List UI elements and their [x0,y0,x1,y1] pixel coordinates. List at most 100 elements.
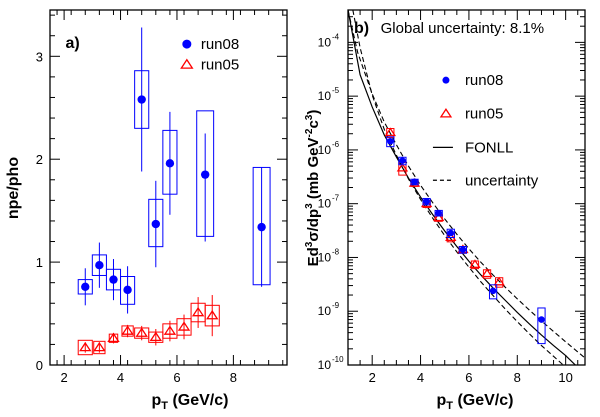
run05-point [481,268,493,279]
data-marker [137,95,146,104]
data-marker [432,212,445,222]
data-marker [445,232,457,241]
legend-marker-run08 [442,76,450,84]
y-tick-label: 2 [36,152,43,167]
legend-label-run05: run05 [201,57,239,74]
panel-a: 2 4 6 8 0 1 2 3 a) run08 run05 pT (GeV/c) npe/ph… [5,9,288,412]
run05-point [77,339,93,356]
panel-a-ticks: 2 4 6 8 0 1 2 3 [36,10,287,385]
y-tick-exponent: -4 [332,32,340,41]
systematic-box [446,228,455,239]
x-tick-label: 4 [417,370,424,385]
data-marker [95,260,104,270]
panel-a-x-axis-label: pT (GeV/c) [152,392,229,412]
y-tick-label: 10 [318,358,332,372]
x-label-sub: T [446,400,453,412]
x-tick-label: 10 [558,370,572,385]
x-tick-label: 8 [514,370,521,385]
y-tick-label: 3 [36,49,43,64]
data-marker [489,287,497,295]
data-marker [135,327,148,337]
systematic-box [398,156,407,166]
legend-marker-run08 [182,39,192,49]
data-marker [493,276,505,286]
y-tick-label: 10 [318,89,332,103]
y-tick-label: 10 [318,250,332,264]
y-tick-label: 10 [318,143,332,157]
run08-point [537,307,546,345]
data-marker [206,309,219,320]
run08-point [458,245,468,254]
run05-point [384,127,397,139]
x-tick-label: 6 [173,370,180,385]
data-marker [149,331,163,342]
data-marker [123,285,132,295]
data-marker [165,159,175,168]
y-label-ed: Ed [305,247,322,266]
run08-point [422,197,431,206]
panel-b-y-axis-label: Ed3σ/dp3 (mb GeV-2c3) [304,110,322,267]
data-marker [447,229,455,237]
data-marker [79,341,92,352]
y-label-sup: 3 [304,241,315,247]
run08-point [77,268,93,306]
run08-point [386,136,395,148]
x-tick-label: 8 [230,370,237,385]
x-label-unit: (GeV/c) [168,392,228,409]
run08-point [134,27,150,172]
run05-point [190,297,206,328]
y-tick-exponent: -9 [332,301,340,310]
y-label-unit-close: ) [305,110,322,115]
x-label-p: p [437,392,447,409]
panel-b-tag: b) [354,20,369,37]
data-marker [163,325,177,335]
run08-point [446,228,455,239]
data-marker [121,325,134,335]
data-marker [459,246,467,253]
run05-point [162,320,178,342]
y-tick-exponent: -10 [332,355,344,364]
data-marker [469,259,481,268]
y-tick-exponent: -7 [332,194,340,203]
y-tick-label: 1 [36,255,43,270]
panel-b-x-axis-label: pT (GeV/c) [437,392,514,412]
run05-point [148,328,164,346]
run05-point [176,314,192,340]
systematic-box [488,284,498,300]
systematic-box [386,136,395,148]
data-marker [177,321,191,331]
data-marker [257,222,266,232]
run08-point [162,111,178,215]
data-marker [399,157,406,165]
legend-marker-run05 [180,58,194,69]
y-label-sigma: σ/dp [305,209,322,242]
run08-point [91,242,107,288]
panel-b-marks [384,127,546,345]
systematic-box [93,340,106,355]
y-label-unit-sup: -2 [304,128,315,137]
fonll-curve [348,10,576,365]
run05-point [204,295,220,337]
y-tick-label: 0 [36,358,43,373]
data-marker [81,282,90,291]
legend-label-run08: run08 [465,72,503,89]
x-tick-label: 4 [117,370,124,385]
systematic-box [77,339,93,356]
run08-point [434,209,443,217]
panel-a-legend: run08 run05 [180,36,239,74]
systematic-box [537,307,546,345]
panel-b-legend: run08 run05 FONLL uncertainty [432,72,539,189]
run08-point [105,259,122,301]
x-tick-label: 2 [369,370,376,385]
uncertainty-lower-curve [352,10,564,365]
data-marker [200,170,210,179]
data-marker [151,219,161,229]
x-label-sub: T [161,400,168,412]
y-tick-label: 10 [318,304,332,318]
x-tick-label: 2 [60,370,67,385]
y-tick-exponent: -5 [332,86,340,95]
data-marker [435,209,442,217]
legend-marker-run05 [439,108,453,118]
data-marker [191,306,205,317]
